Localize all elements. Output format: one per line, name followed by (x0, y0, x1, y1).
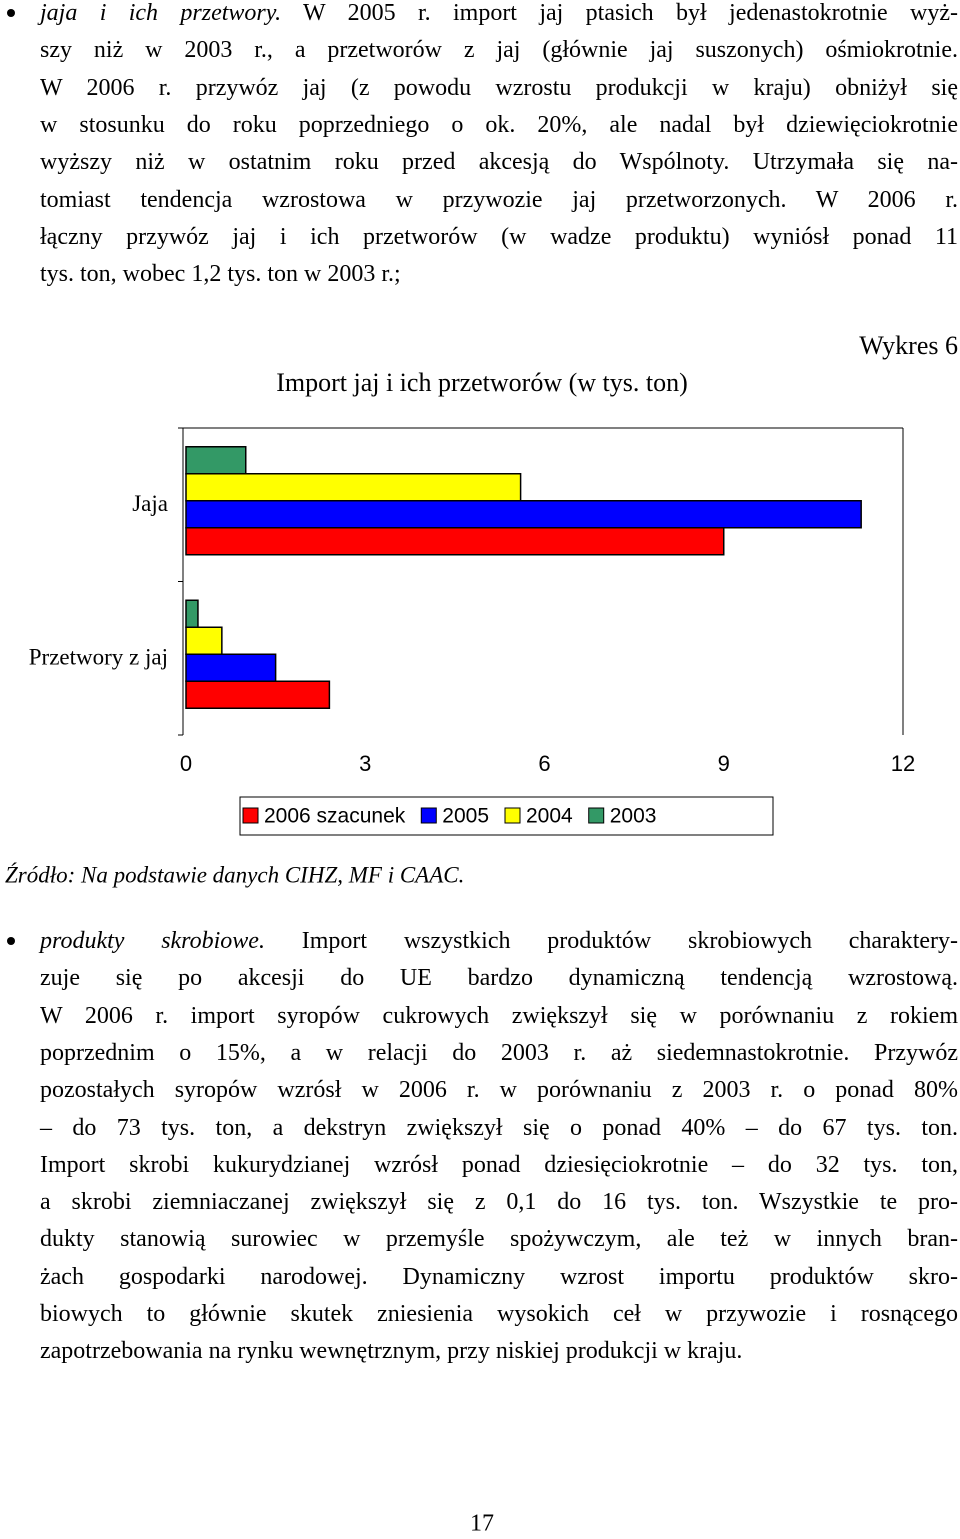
text-line: Import skrobi kukurydzianej wzrósł ponad… (40, 1152, 958, 1178)
text-line: jaja i ich przetwory. W 2005 r. import j… (40, 0, 958, 26)
legend-swatch (504, 807, 521, 824)
x-tick-label: 3 (359, 751, 371, 776)
legend-label: 2006 szacunek (264, 805, 406, 828)
text-line: poprzednim o 15%, a w relacji do 2003 r.… (40, 1040, 958, 1066)
text-line: – do 73 tys. ton, a dekstryn zwiększył s… (40, 1115, 958, 1141)
legend-box (239, 796, 774, 836)
bullet (7, 937, 15, 945)
text-line: produkty skrobiowe. Import wszystkich pr… (40, 928, 958, 954)
line-text: zuje się po akcesji do UE bardzo dynamic… (40, 965, 958, 992)
legend-label: 2005 (442, 805, 489, 828)
text-line: W 2006 r. import syropów cukrowych zwięk… (40, 1003, 958, 1029)
bar (185, 680, 331, 709)
bar (185, 653, 277, 682)
x-tick-label: 6 (538, 751, 550, 776)
bar (185, 473, 522, 502)
line-text: W 2005 r. import jaj ptasich był jedenas… (303, 0, 958, 26)
bar (185, 446, 247, 475)
text-line: tomiast tendencja wzrostowa w przywozie … (40, 187, 958, 213)
text-line: tys. ton, wobec 1,2 tys. ton w 2003 r.; (40, 261, 958, 287)
text-line: wyższy niż w ostatnim roku przed akcesją… (40, 149, 958, 175)
line-text: łączny przywóz jaj i ich przetworów (w w… (40, 223, 958, 250)
text-line: w stosunku do roku poprzedniego o ok. 20… (40, 112, 958, 138)
legend-swatch (242, 807, 259, 824)
bar (185, 500, 862, 529)
legend-swatch (588, 807, 605, 824)
text-line: a skrobi ziemniaczanej zwiększył się z 0… (40, 1189, 958, 1215)
line-text: Import wszystkich produktów skrobiowych … (301, 928, 958, 954)
bullet (7, 9, 15, 17)
x-tick-label: 0 (180, 751, 192, 776)
line-text: a skrobi ziemniaczanej zwiększył się z 0… (40, 1189, 958, 1216)
source: Źródło: Na podstawie danych CIHZ, MF i C… (5, 862, 464, 887)
line-text: pozostałych syropów wzrósł w 2006 r. w p… (40, 1077, 958, 1104)
line-text: wyższy niż w ostatnim roku przed akcesją… (40, 149, 958, 176)
text-line: zuje się po akcesji do UE bardzo dynamic… (40, 965, 958, 991)
bar (185, 599, 199, 628)
line-text: poprzednim o 15%, a w relacji do 2003 r.… (40, 1039, 958, 1066)
line-text: tomiast tendencja wzrostowa w przywozie … (40, 186, 958, 213)
x-tick-label: 12 (891, 751, 915, 776)
y-tick-label: Jaja (132, 491, 168, 516)
line-text: zapotrzebowania na rynku wewnętrznym, pr… (40, 1338, 743, 1365)
line-text: żach gospodarki narodowej. Dynamiczny wz… (40, 1263, 958, 1290)
legend-label: 2004 (526, 805, 573, 828)
line-text: – do 73 tys. ton, a dekstryn zwiększył s… (40, 1114, 958, 1141)
text-line: łączny przywóz jaj i ich przetworów (w w… (40, 224, 958, 250)
text-line: żach gospodarki narodowej. Dynamiczny wz… (40, 1264, 958, 1290)
text-line: W 2006 r. przywóz jaj (z powodu wzrostu … (40, 75, 958, 101)
line-text: Import skrobi kukurydzianej wzrósł ponad… (40, 1151, 958, 1178)
line-text: dukty stanowią surowiec w przemyśle spoż… (40, 1226, 958, 1253)
legend-label: 2003 (610, 805, 657, 828)
page-number: 17 (470, 1511, 494, 1537)
x-tick-label: 9 (718, 751, 730, 776)
line-text: biowych to głównie skutek zniesienia wys… (40, 1301, 958, 1327)
line-text: w stosunku do roku poprzedniego o ok. 20… (40, 111, 958, 138)
y-tick-label: Przetwory z jaj (29, 645, 168, 670)
chart-title: Import jaj i ich przetworów (w tys. ton) (276, 368, 688, 397)
lead: produkty skrobiowe. (40, 928, 265, 954)
bar (185, 626, 223, 655)
figure-label: Wykres 6 (859, 331, 958, 360)
line-text: tys. ton, wobec 1,2 tys. ton w 2003 r.; (40, 261, 401, 288)
line-text: W 2006 r. import syropów cukrowych zwięk… (40, 1002, 958, 1029)
line-text: W 2006 r. przywóz jaj (z powodu wzrostu … (40, 74, 958, 101)
text-line: biowych to głównie skutek zniesienia wys… (40, 1301, 958, 1327)
bar (185, 527, 725, 556)
text-line: dukty stanowią surowiec w przemyśle spoż… (40, 1226, 958, 1252)
text-line: zapotrzebowania na rynku wewnętrznym, pr… (40, 1338, 958, 1364)
legend-swatch (420, 807, 437, 824)
lead: jaja i ich przetwory. (40, 0, 282, 26)
line-text: szy niż w 2003 r., a przetworów z jaj (g… (40, 37, 958, 64)
text-line: pozostałych syropów wzrósł w 2006 r. w p… (40, 1077, 958, 1103)
text-line: szy niż w 2003 r., a przetworów z jaj (g… (40, 37, 958, 63)
